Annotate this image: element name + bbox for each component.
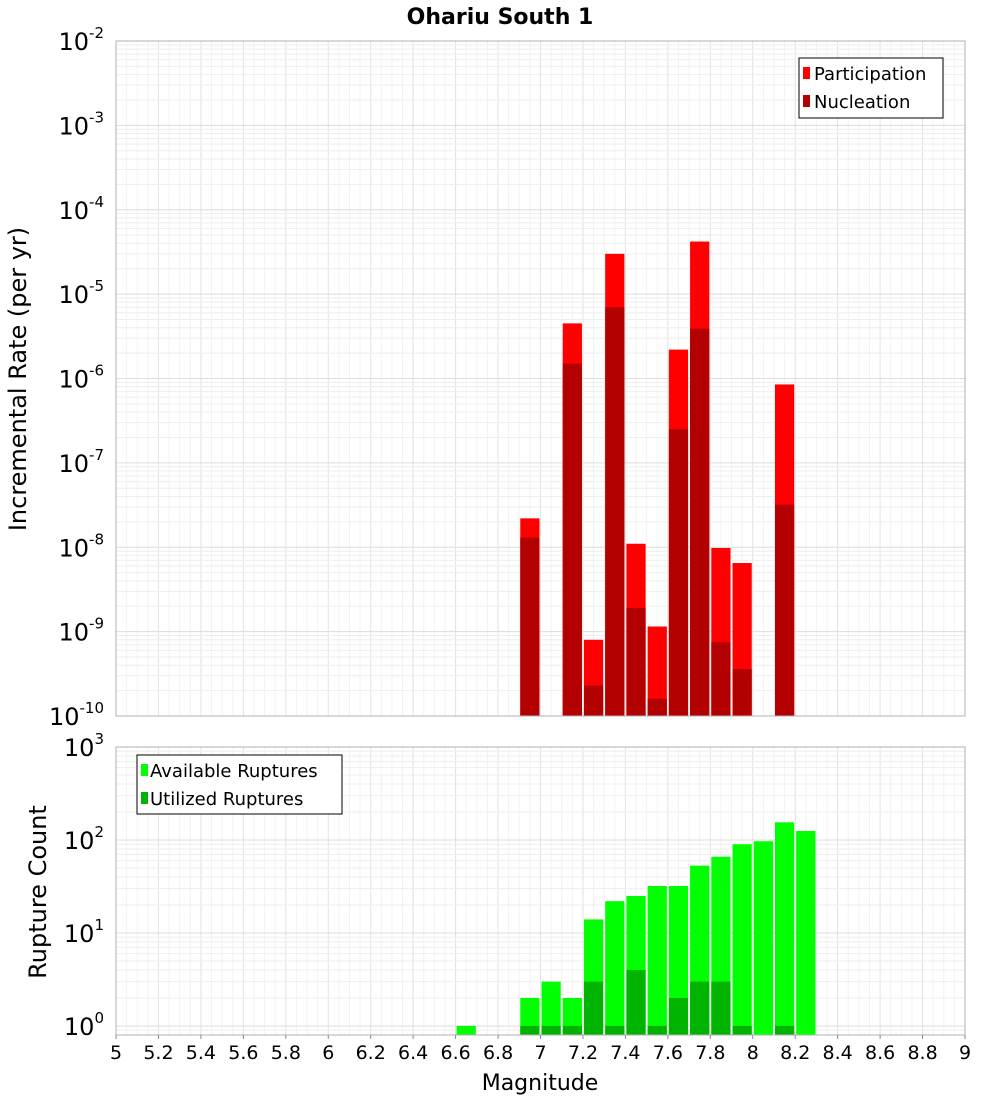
bar-nucleation bbox=[774, 504, 795, 716]
bar-nucleation bbox=[732, 669, 752, 716]
bar-nucleation bbox=[711, 642, 731, 716]
legend-label-nucleation: Nucleation bbox=[814, 92, 910, 113]
x-tick-label: 7.2 bbox=[568, 1042, 598, 1064]
bar-nucleation bbox=[520, 537, 540, 716]
bar-utilized-ruptures bbox=[711, 981, 731, 1035]
bar-utilized-ruptures bbox=[668, 997, 689, 1035]
x-axis-ticks: 5 5.2 5.4 5.6 5.8 6 6.2 6.4 6.6 6.8 7 7.2 7.4 7.6 7.8 8… bbox=[110, 1035, 971, 1064]
x-tick-label: 7.4 bbox=[610, 1042, 640, 1064]
bar-participation bbox=[647, 626, 667, 716]
bar-available-ruptures bbox=[562, 997, 582, 1035]
rate-y-tick-label: 10-10 bbox=[49, 699, 104, 731]
bar-nucleation bbox=[647, 698, 667, 716]
legend-swatch-utilized-ruptures bbox=[141, 792, 148, 804]
x-tick-label: 6.4 bbox=[398, 1042, 428, 1064]
bar-available-ruptures bbox=[647, 886, 667, 1035]
bar-utilized-ruptures bbox=[774, 1025, 795, 1035]
bar-nucleation bbox=[583, 685, 604, 716]
rate-y-tick-label: 10-5 bbox=[58, 277, 104, 309]
x-tick-label: 6.6 bbox=[440, 1042, 470, 1064]
bar-utilized-ruptures bbox=[647, 1025, 667, 1035]
rate-y-tick-label: 10-2 bbox=[58, 24, 104, 56]
legend-swatch-available-ruptures bbox=[141, 764, 148, 776]
bar-utilized-ruptures bbox=[732, 1025, 752, 1035]
bar-available-ruptures bbox=[541, 981, 561, 1035]
x-tick-label: 5 bbox=[110, 1042, 122, 1064]
x-axis-label: Magnitude bbox=[482, 1071, 599, 1096]
x-tick-label: 7.6 bbox=[653, 1042, 683, 1064]
x-tick-label: 6 bbox=[322, 1042, 334, 1064]
bar-available-ruptures bbox=[732, 844, 752, 1035]
bar-utilized-ruptures bbox=[562, 1025, 582, 1035]
x-tick-label: 5.4 bbox=[186, 1042, 216, 1064]
bar-available-ruptures bbox=[520, 997, 540, 1035]
bar-utilized-ruptures bbox=[541, 1025, 561, 1035]
x-tick-label: 7 bbox=[534, 1042, 546, 1064]
bar-nucleation bbox=[605, 307, 625, 716]
rupture-count-panel-legend: Available Ruptures Utilized Ruptures bbox=[136, 754, 343, 815]
bar-available-ruptures bbox=[753, 841, 773, 1035]
legend-swatch-nucleation bbox=[803, 95, 810, 107]
bar-available-ruptures bbox=[605, 901, 625, 1035]
x-tick-label: 5.6 bbox=[228, 1042, 258, 1064]
bar-utilized-ruptures bbox=[605, 1025, 625, 1035]
rate-y-tick-label: 10-6 bbox=[58, 362, 104, 394]
chart-title: Ohariu South 1 bbox=[407, 5, 594, 30]
x-tick-label: 8.8 bbox=[907, 1042, 937, 1064]
x-tick-label: 8 bbox=[747, 1042, 759, 1064]
bar-nucleation bbox=[626, 608, 646, 716]
x-tick-label: 5.8 bbox=[271, 1042, 301, 1064]
x-tick-label: 8.6 bbox=[865, 1042, 895, 1064]
rate-y-tick-label: 10-7 bbox=[58, 446, 104, 478]
bar-utilized-ruptures bbox=[626, 969, 646, 1035]
rupture-count-panel-y-ticks: 100 101 102 103 bbox=[64, 730, 104, 1041]
bar-utilized-ruptures bbox=[690, 981, 710, 1035]
rupture-count-panel-legend-box bbox=[136, 754, 343, 815]
bar-available-ruptures bbox=[796, 830, 816, 1035]
x-tick-label: 8.2 bbox=[780, 1042, 810, 1064]
count-y-tick-label: 100 bbox=[64, 1009, 104, 1041]
rate-panel-frame bbox=[115, 40, 966, 717]
legend-label-participation: Participation bbox=[814, 64, 926, 85]
rupture-count-panel: 100 101 102 103 Rupture Count 5 5.2 5.4 5.6 5.8… bbox=[24, 730, 971, 1096]
x-tick-label: 6.2 bbox=[356, 1042, 386, 1064]
rate-panel-legend: Participation Nucleation bbox=[798, 57, 944, 119]
bar-nucleation bbox=[690, 328, 710, 716]
rate-y-tick-label: 10-3 bbox=[58, 108, 104, 140]
x-tick-label: 8.4 bbox=[823, 1042, 853, 1064]
bar-utilized-ruptures bbox=[583, 981, 604, 1035]
legend-swatch-participation bbox=[803, 67, 810, 79]
x-tick-label: 5.2 bbox=[143, 1042, 173, 1064]
legend-label-utilized-ruptures: Utilized Ruptures bbox=[150, 789, 303, 810]
rate-y-tick-label: 10-8 bbox=[58, 530, 104, 562]
rate-panel-y-axis-label: Incremental Rate (per yr) bbox=[4, 227, 32, 531]
rate-panel-bars bbox=[520, 241, 795, 717]
rupture-count-panel-bars bbox=[456, 822, 816, 1035]
legend-label-available-ruptures: Available Ruptures bbox=[150, 761, 318, 782]
rate-panel-legend-box bbox=[798, 57, 944, 119]
count-y-tick-label: 103 bbox=[64, 730, 104, 762]
count-y-tick-label: 101 bbox=[64, 916, 104, 948]
rate-y-tick-label: 10-4 bbox=[58, 193, 104, 225]
rate-panel-y-ticks: 10-10 10-9 10-8 10-7 10-6 10-5 10-4 10-3 10-2 bbox=[49, 24, 104, 731]
bar-nucleation bbox=[562, 363, 582, 716]
rupture-count-panel-y-axis-label: Rupture Count bbox=[24, 805, 52, 979]
bar-utilized-ruptures bbox=[520, 1025, 540, 1035]
x-tick-label: 9 bbox=[959, 1042, 971, 1064]
rate-y-tick-label: 10-9 bbox=[58, 615, 104, 647]
x-tick-label: 7.8 bbox=[695, 1042, 725, 1064]
bar-available-ruptures bbox=[774, 822, 795, 1035]
x-tick-label: 6.8 bbox=[483, 1042, 513, 1064]
bar-available-ruptures bbox=[456, 1025, 476, 1035]
rate-panel-grid bbox=[115, 41, 966, 717]
bar-available-ruptures bbox=[668, 886, 689, 1035]
count-y-tick-label: 102 bbox=[64, 823, 104, 855]
bar-nucleation bbox=[668, 429, 689, 716]
rate-panel: 10-10 10-9 10-8 10-7 10-6 10-5 10-4 10-3 10-2 In… bbox=[4, 24, 966, 731]
